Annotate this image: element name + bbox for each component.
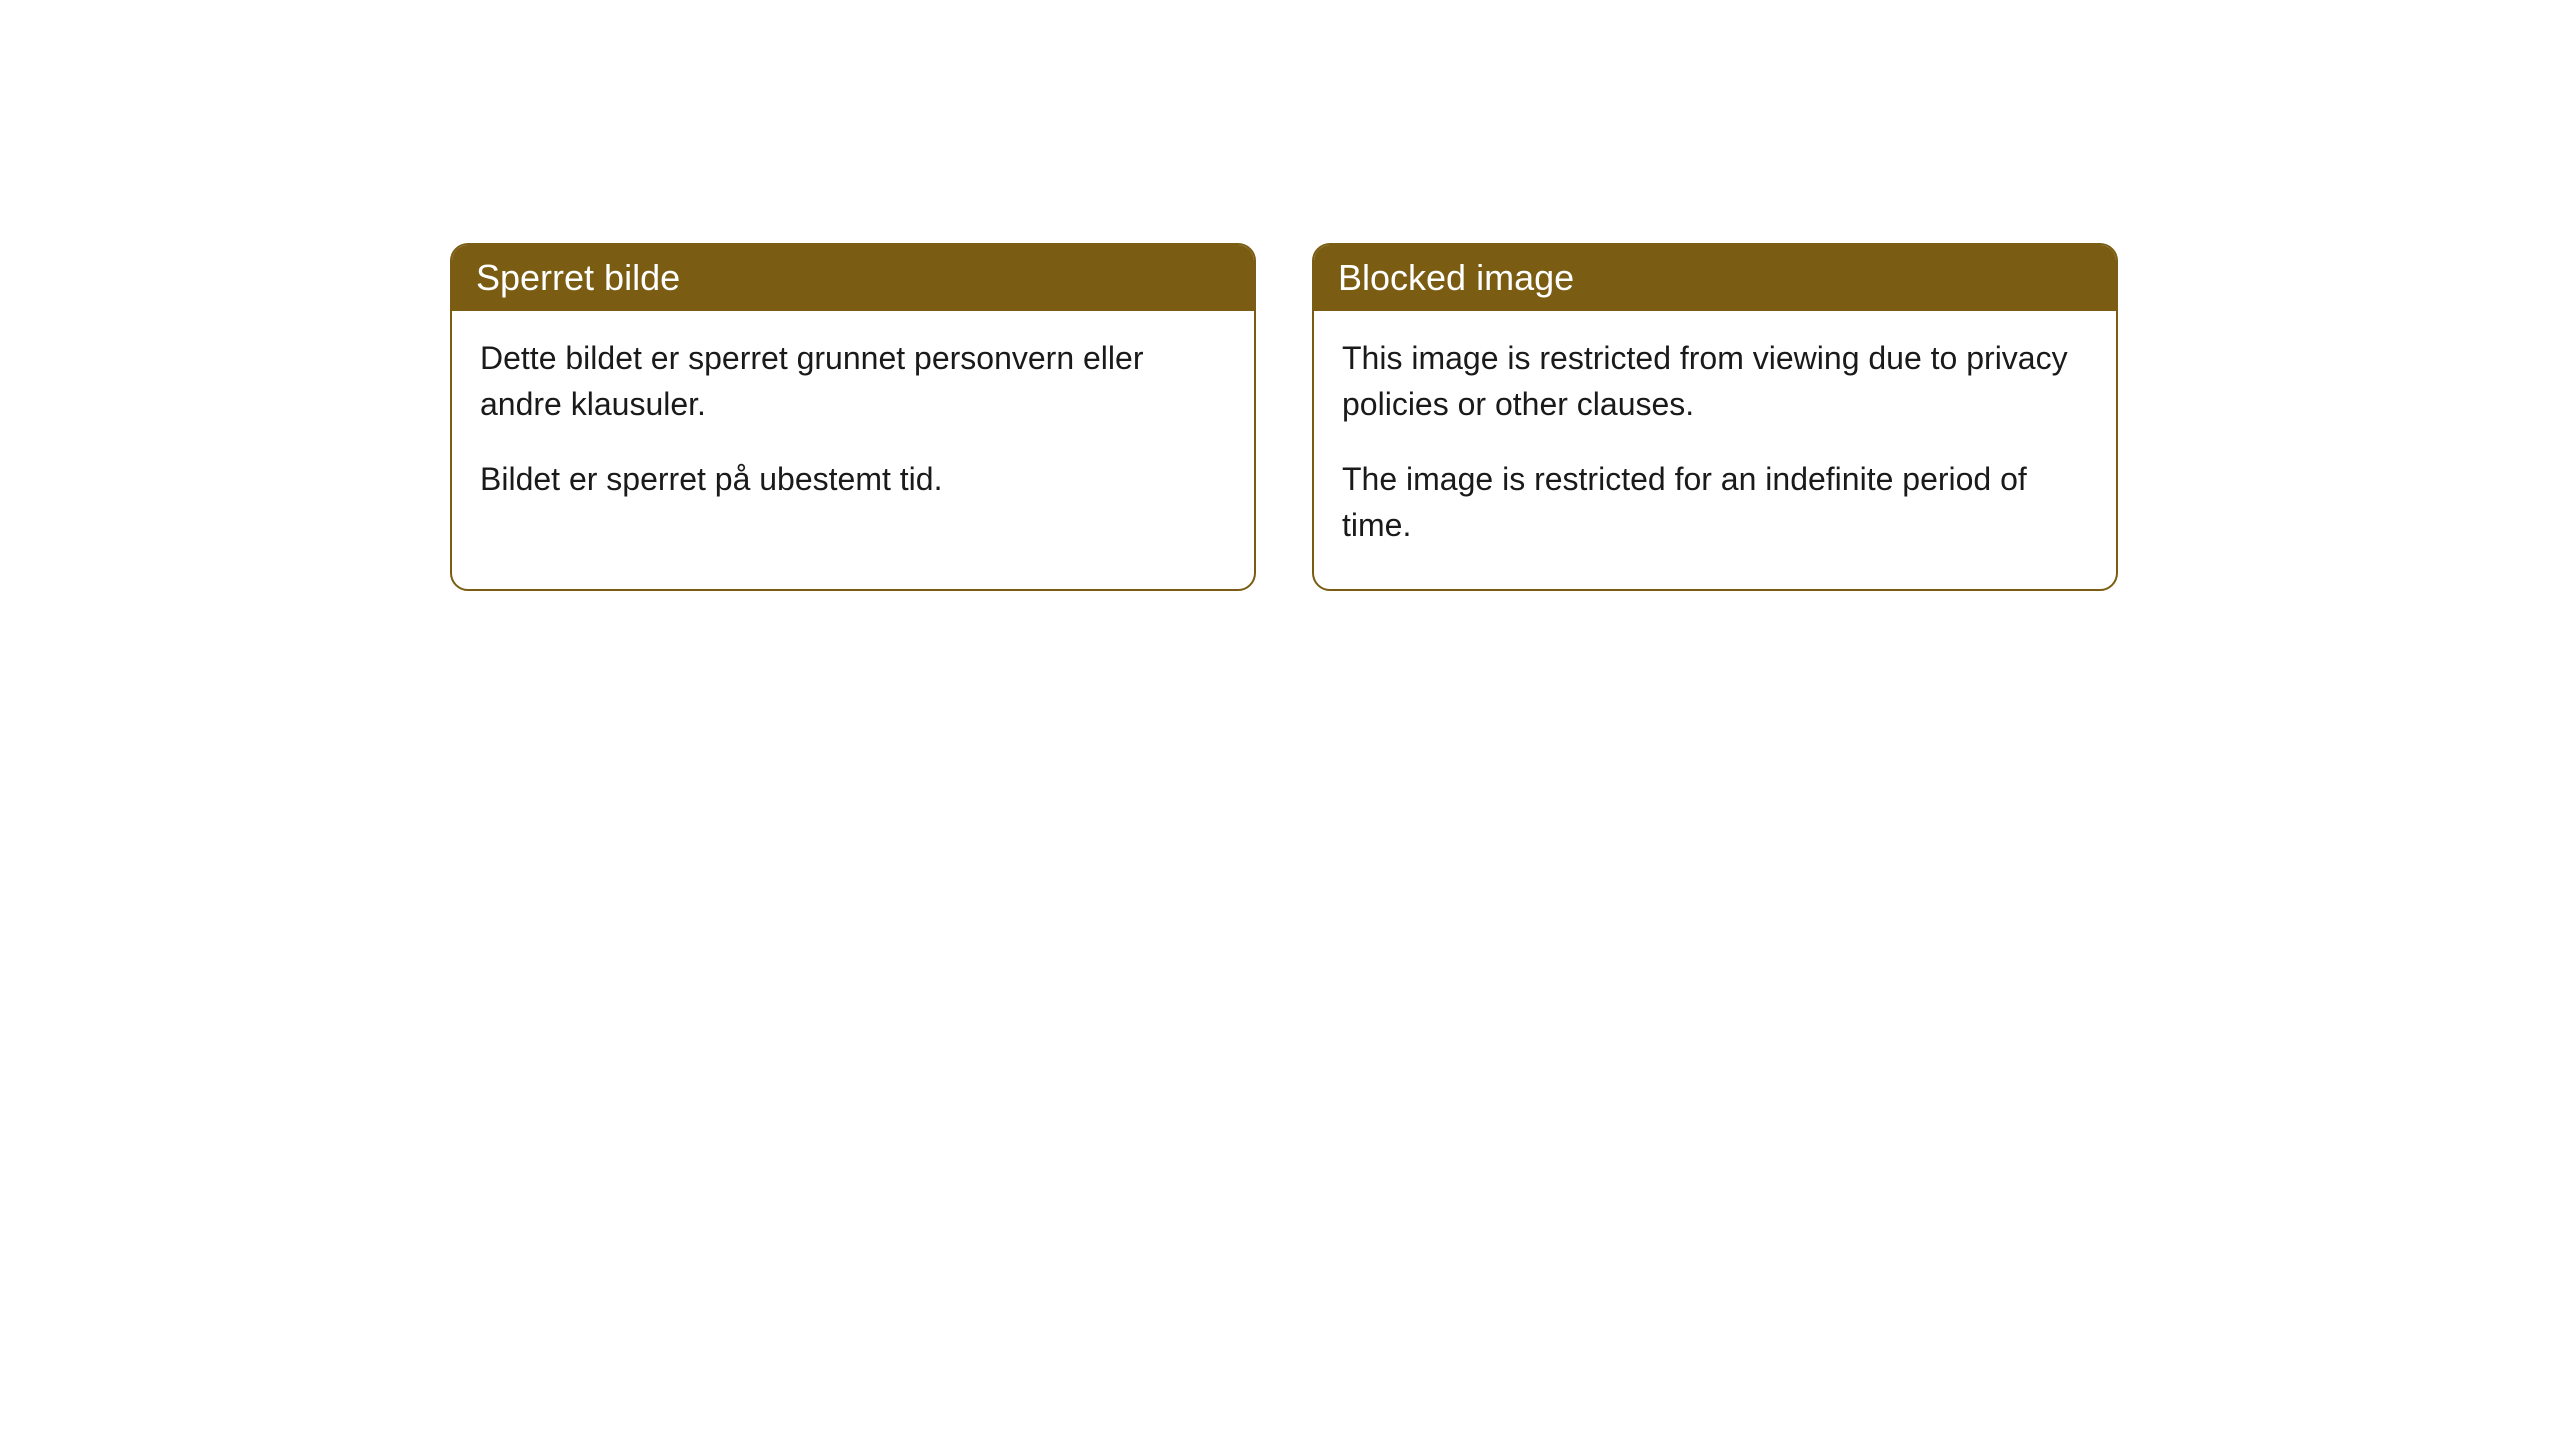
notice-text-no-1: Dette bildet er sperret grunnet personve… <box>480 335 1226 428</box>
card-body-en: This image is restricted from viewing du… <box>1314 311 2116 589</box>
notice-text-en-1: This image is restricted from viewing du… <box>1342 335 2088 428</box>
card-header-en: Blocked image <box>1314 245 2116 311</box>
notice-cards-container: Sperret bilde Dette bildet er sperret gr… <box>450 243 2118 591</box>
card-header-no: Sperret bilde <box>452 245 1254 311</box>
card-body-no: Dette bildet er sperret grunnet personve… <box>452 311 1254 542</box>
notice-text-en-2: The image is restricted for an indefinit… <box>1342 456 2088 549</box>
blocked-image-card-no: Sperret bilde Dette bildet er sperret gr… <box>450 243 1256 591</box>
notice-text-no-2: Bildet er sperret på ubestemt tid. <box>480 456 1226 502</box>
blocked-image-card-en: Blocked image This image is restricted f… <box>1312 243 2118 591</box>
